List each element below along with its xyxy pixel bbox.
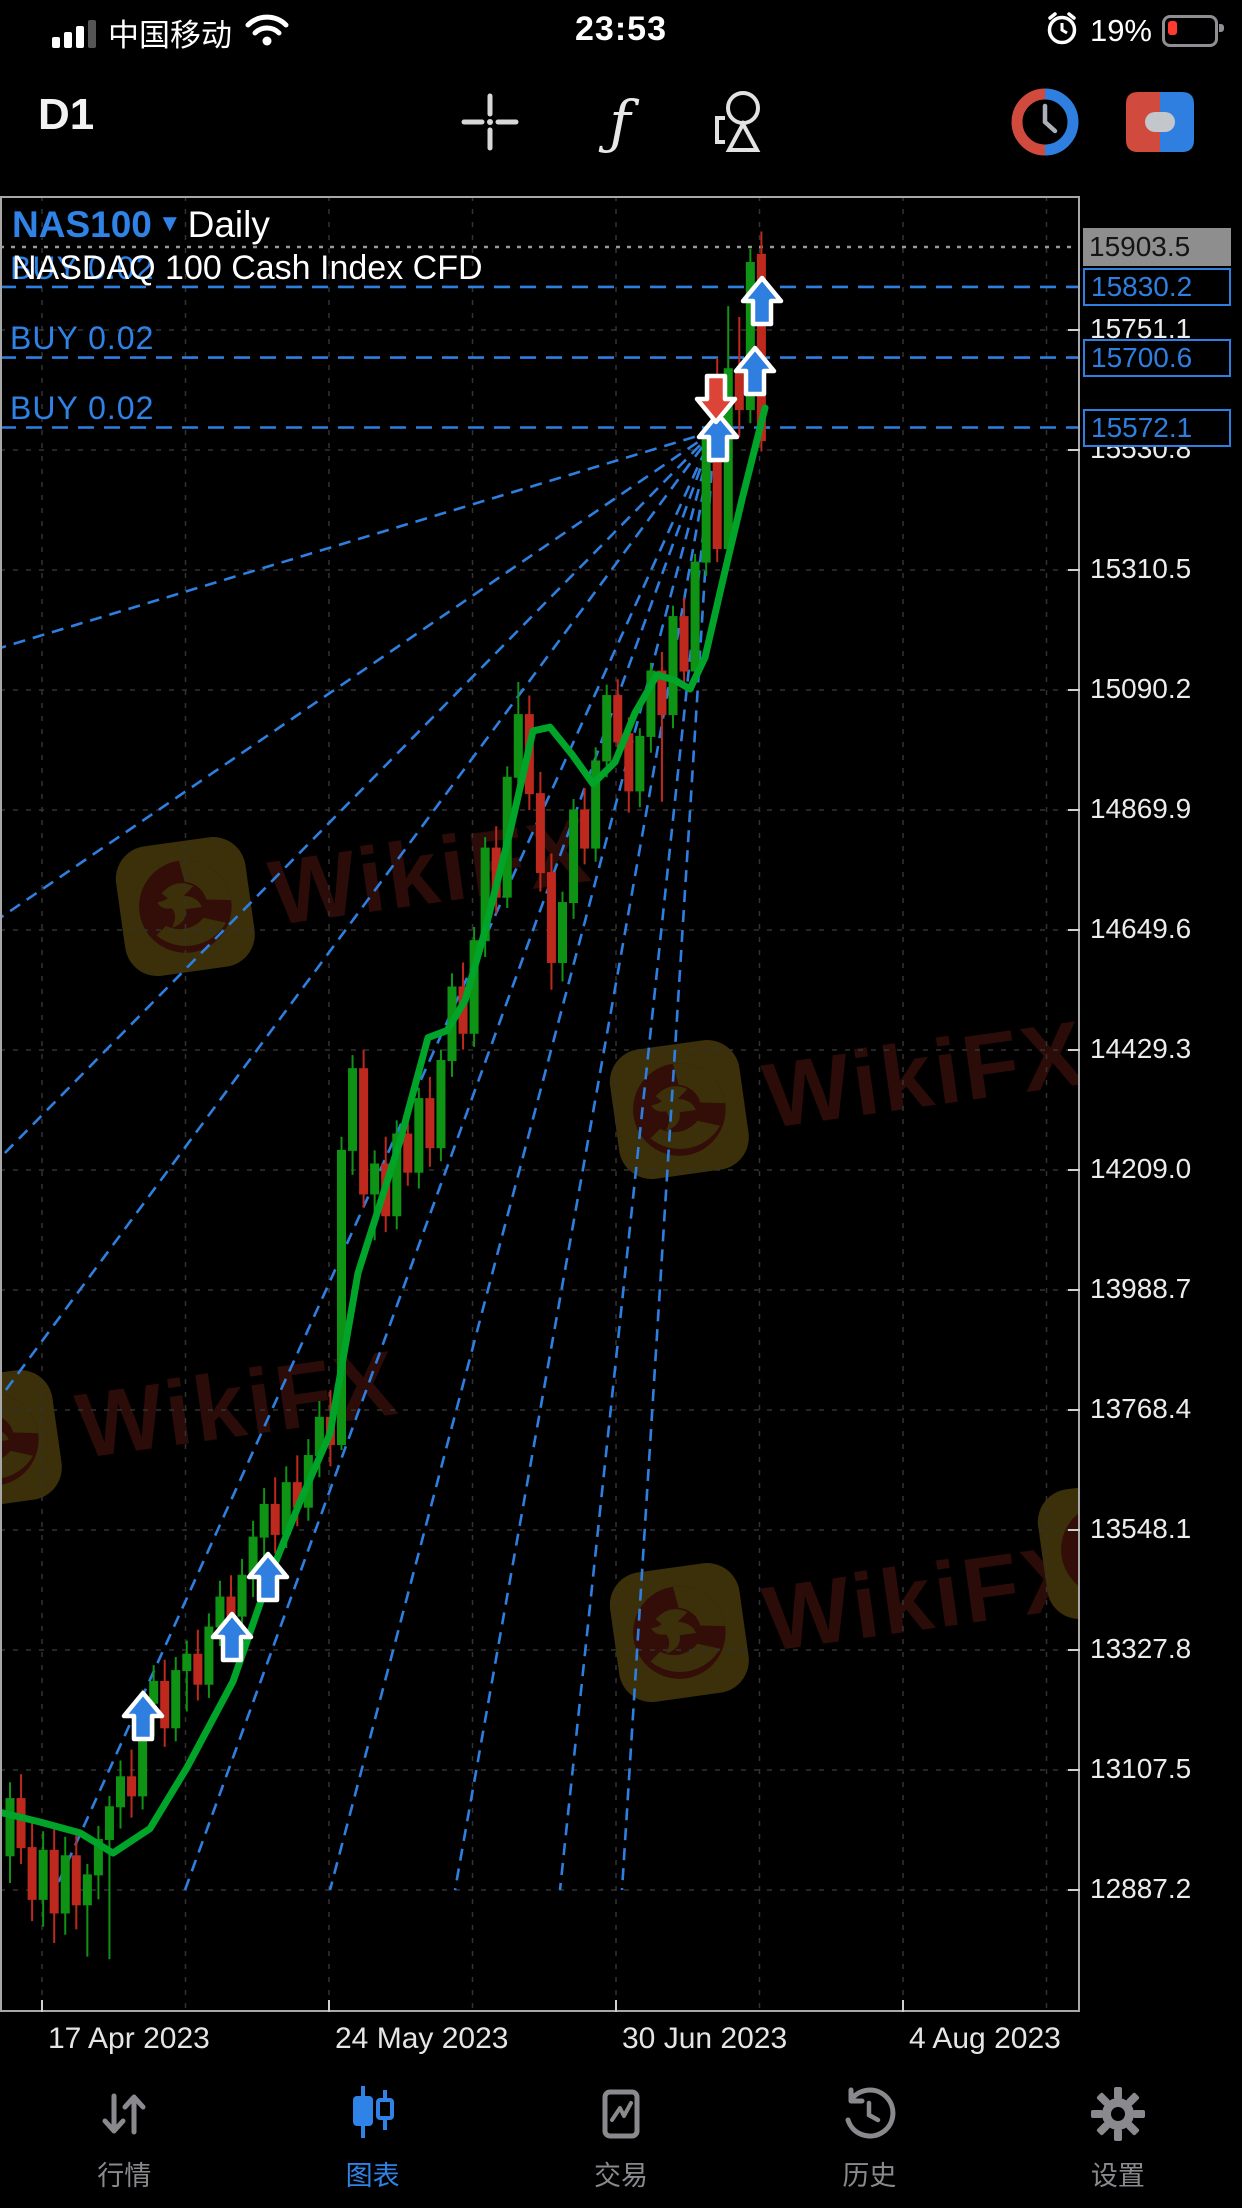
bottom-tab-bar: 行情 图表 交易 历史 [0,2072,1242,2208]
price-axis[interactable]: 15751.1 15530.8 15310.5 15090.2 14869.9 14649… [1080,196,1242,2012]
price-axis-label: 13548.1 [1090,1513,1192,1544]
history-clock-icon [837,2082,901,2146]
order-label: BUY 0.02 [10,250,155,286]
price-axis-label: 13107.5 [1090,1753,1192,1784]
trading-sessions-button[interactable] [1003,80,1087,164]
tab-trade[interactable]: 交易 [497,2072,745,2208]
wikifx-watermark: WikiFX [0,1315,408,1516]
price-axis-label: 14869.9 [1090,793,1192,824]
watermark-layer: WikiFXWikiFXWikiFXWikiFXWikiFX [0,196,1080,2012]
price-axis-label: 13988.7 [1090,1273,1192,1304]
order-price-tag: 15700.6 [1083,338,1231,377]
candlestick-chart-canvas[interactable] [0,196,1080,2012]
time-axis-label: 17 Apr 2023 [48,2022,210,2055]
price-chart[interactable]: WikiFXWikiFXWikiFXWikiFXWikiFX [0,196,1080,2012]
wikifx-eagle-logo [0,1370,62,1510]
tab-label: 行情 [97,2161,152,2191]
tab-history[interactable]: 历史 [745,2072,993,2208]
battery-percent-label: 19% [1089,12,1152,48]
tab-settings[interactable]: 设置 [994,2072,1242,2208]
tab-label: 设置 [1090,2161,1145,2191]
wikifx-eagle-logo [609,1563,749,1703]
order-price-tag: 15830.2 [1083,267,1231,306]
chevron-down-icon: ▼ [157,210,182,237]
price-axis-label: 14429.3 [1090,1033,1192,1064]
carrier-label: 中国移动 [108,18,232,53]
indicators-button[interactable]: ƒ [609,88,631,156]
price-axis-label: 14209.0 [1090,1153,1192,1184]
tab-label: 图表 [345,2161,400,2191]
battery-icon [1162,14,1224,47]
wifi-icon [244,13,290,52]
price-axis-label: 15310.5 [1090,553,1192,584]
timeframe-button[interactable]: D1 [38,90,95,139]
clock-time: 23:53 [575,10,667,48]
tab-charts[interactable]: 图表 [248,2072,496,2208]
signal-strength-icon [52,18,96,48]
order-price-tag: 15572.1 [1083,408,1231,447]
symbol-description: NASDAQ 100 Cash Index CFD [12,249,483,287]
trade-icon [589,2082,653,2146]
candlestick-chart-icon [341,2082,405,2146]
quotes-arrows-icon [92,2082,156,2146]
wikifx-eagle-logo [609,1040,749,1180]
price-axis-label: 15090.2 [1090,673,1192,704]
gear-icon [1086,2082,1150,2146]
order-label: BUY 0.02 [10,320,155,356]
tab-quotes[interactable]: 行情 [0,2072,248,2208]
symbol-timeframe-label: Daily [187,204,270,245]
one-click-trading-toggle[interactable] [1118,80,1202,164]
time-axis-label: 30 Jun 2023 [622,2022,788,2055]
symbol-name: NAS100 [12,204,152,245]
time-axis-label: 4 Aug 2023 [909,2022,1061,2055]
chart-toolbar: D1 ƒ [0,62,1242,196]
price-axis-label: 12887.2 [1090,1873,1192,1904]
price-axis-label: 13768.4 [1090,1393,1192,1424]
wikifx-watermark: WikiFX [603,985,1080,1186]
tab-label: 交易 [594,2161,649,2191]
alarm-icon [1044,10,1080,51]
crosshair-tool-button[interactable] [448,80,532,164]
wikifx-eagle-logo [1037,1480,1080,1620]
order-label: BUY 0.02 [10,390,155,426]
tab-label: 历史 [842,2161,897,2191]
wikifx-watermark: WikiFX [603,1508,1080,1709]
wikifx-watermark: WikiFX [1031,1425,1080,1626]
price-axis-label: 14649.6 [1090,913,1192,944]
time-axis-label: 24 May 2023 [335,2022,509,2055]
symbol-selector[interactable]: NAS100 ▼ Daily [12,204,270,246]
time-axis[interactable]: 17 Apr 2023 24 May 2023 30 Jun 2023 4 Aug 2… [0,2014,1080,2070]
price-line-tag: 15903.5 [1083,227,1231,266]
status-bar: 中国移动 23:53 19% [0,0,1242,62]
objects-button[interactable] [695,80,779,164]
price-axis-label: 13327.8 [1090,1633,1192,1664]
